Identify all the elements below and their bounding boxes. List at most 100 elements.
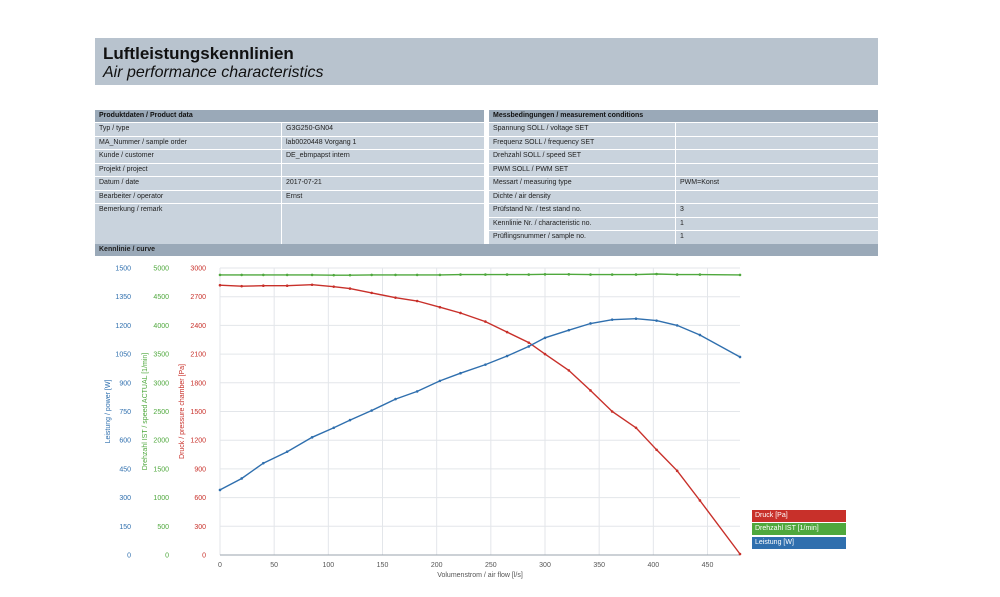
- measurement-conditions-heading: Messbedingungen / measurement conditions: [489, 110, 878, 122]
- x-tick-label: 400: [647, 562, 659, 569]
- data-point: [370, 291, 373, 295]
- data-point: [240, 284, 243, 288]
- y-tick-label: 3000: [190, 266, 206, 273]
- page-subtitle: Air performance characteristics: [103, 64, 324, 81]
- measurement-value: [676, 190, 878, 203]
- data-point: [484, 320, 487, 323]
- data-point: [738, 552, 742, 556]
- measurement-label: Prüflingsnummer / sample no.: [489, 231, 675, 244]
- chart-grid: [219, 267, 740, 556]
- data-point: [610, 273, 614, 276]
- measurement-row: Prüflingsnummer / sample no. 1: [489, 231, 878, 244]
- product-data-label: Bemerkung / remark: [95, 204, 281, 244]
- product-data-label: Typ / type: [95, 123, 281, 136]
- y-tick-label: 450: [119, 466, 131, 473]
- data-point: [505, 330, 509, 334]
- chart-axes: 0 50 100 150 200 250 300 350 400 450 Volumenstrom …: [105, 266, 740, 579]
- measurement-value: PWM=Konst: [676, 177, 878, 190]
- measurement-label: Dichte / air density: [489, 190, 675, 203]
- data-point: [348, 418, 352, 422]
- y-tick-label: 1200: [115, 323, 131, 330]
- product-data-value: Ernst: [282, 190, 484, 203]
- data-point: [634, 273, 638, 276]
- data-point: [370, 409, 373, 412]
- product-data-row: Datum / date 2017-07-21: [95, 177, 484, 190]
- data-point: [459, 273, 462, 276]
- data-point: [310, 283, 314, 287]
- product-data-value: DE_ebmpapst intern: [282, 150, 484, 163]
- product-data-label: Bearbeiter / operator: [95, 190, 281, 203]
- data-point: [394, 397, 397, 401]
- data-point: [218, 488, 222, 492]
- data-point: [675, 469, 679, 473]
- data-point: [348, 273, 352, 277]
- measurement-conditions-table: Messbedingungen / measurement conditions…: [489, 110, 878, 245]
- data-point: [567, 369, 571, 372]
- data-point: [589, 322, 592, 325]
- measurement-value: [676, 123, 878, 136]
- data-point: [240, 477, 243, 480]
- data-point: [438, 305, 442, 309]
- product-data-rows: Typ / type G3G250-GN04 MA_Nummer / sample …: [95, 123, 484, 244]
- x-tick-label: 100: [322, 562, 334, 569]
- y-tick-label: 0: [127, 553, 131, 560]
- y-tick-label: 600: [194, 495, 206, 502]
- data-point: [543, 273, 547, 276]
- y-tick-label: 3500: [153, 352, 169, 359]
- data-point: [484, 363, 487, 366]
- data-point: [285, 284, 289, 287]
- data-point: [332, 285, 336, 288]
- measurement-row: Frequenz SOLL / frequency SET: [489, 136, 878, 149]
- y-axis-label: Leistung / power [W]: [105, 380, 112, 444]
- data-point: [415, 299, 419, 303]
- y-tick-label: 1500: [153, 466, 169, 473]
- data-point: [675, 273, 679, 276]
- y-tick-label: 2500: [153, 409, 169, 416]
- y-tick-label: 3000: [153, 380, 169, 387]
- data-point: [527, 273, 531, 276]
- measurement-label: PWM SOLL / PWM SET: [489, 163, 675, 176]
- product-data-table: Produktdaten / Product data Typ / type G3…: [95, 110, 484, 245]
- y-tick-label: 4500: [153, 294, 169, 301]
- product-data-label: Projekt / project: [95, 163, 281, 176]
- product-data-heading: Produktdaten / Product data: [95, 110, 484, 122]
- product-data-label: Kunde / customer: [95, 150, 281, 163]
- data-point: [484, 273, 487, 276]
- measurement-value: 1: [676, 217, 878, 230]
- data-point: [505, 273, 509, 276]
- data-point: [310, 273, 314, 277]
- measurement-label: Kennlinie Nr. / characteristic no.: [489, 217, 675, 230]
- y-tick-label: 0: [202, 553, 206, 560]
- data-point: [285, 273, 289, 277]
- measurement-row: Spannung SOLL / voltage SET: [489, 123, 878, 136]
- data-point: [527, 341, 531, 344]
- measurement-value: 3: [676, 204, 878, 217]
- measurement-label: Drehzahl SOLL / speed SET: [489, 150, 675, 163]
- measurement-row: Drehzahl SOLL / speed SET: [489, 150, 878, 163]
- data-point: [675, 324, 679, 327]
- legend-entry: Drehzahl IST [1/min]: [752, 523, 846, 535]
- data-point: [438, 379, 442, 383]
- y-tick-label: 1200: [190, 438, 206, 445]
- x-tick-label: 0: [218, 562, 222, 569]
- y-tick-label: 2000: [153, 438, 169, 445]
- y-tick-label: 1000: [153, 495, 169, 502]
- data-point: [589, 389, 592, 392]
- series-line: [219, 317, 741, 491]
- y-tick-label: 1800: [190, 380, 206, 387]
- data-point: [438, 273, 442, 277]
- data-point: [698, 333, 702, 337]
- data-point: [218, 283, 222, 287]
- chart-series: [218, 272, 742, 556]
- x-tick-label: 350: [593, 562, 605, 569]
- x-tick-label: 450: [702, 562, 714, 569]
- y-tick-label: 150: [119, 524, 131, 531]
- measurement-conditions-rows: Spannung SOLL / voltage SET Frequenz SOLL…: [489, 123, 878, 244]
- x-axis-label: Volumenstrom / air flow [l/s]: [437, 572, 523, 579]
- y-tick-label: 1500: [190, 409, 206, 416]
- y-tick-label: 2100: [190, 352, 206, 359]
- product-data-row: Bearbeiter / operator Ernst: [95, 190, 484, 203]
- data-point: [610, 318, 614, 321]
- data-point: [332, 426, 336, 430]
